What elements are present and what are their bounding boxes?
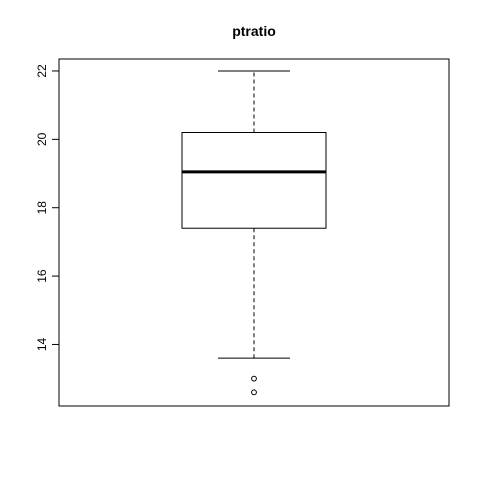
y-tick-label: 18 xyxy=(35,201,49,215)
y-tick-label: 20 xyxy=(35,132,49,146)
y-tick-label: 22 xyxy=(35,64,49,78)
chart-title: ptratio xyxy=(232,23,276,39)
iqr-box xyxy=(181,132,327,229)
outlier-point xyxy=(251,389,257,396)
y-tick-label: 16 xyxy=(35,269,49,283)
y-axis: 14 16 18 20 22 xyxy=(35,64,60,351)
y-tick-label: 14 xyxy=(35,337,49,351)
boxplot xyxy=(181,70,327,396)
outlier-point xyxy=(251,375,257,382)
